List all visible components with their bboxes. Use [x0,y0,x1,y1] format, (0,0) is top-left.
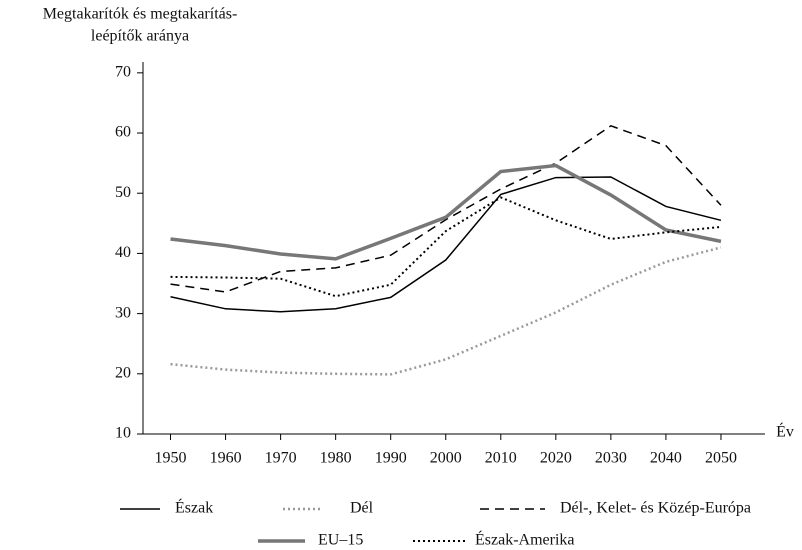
series-line [170,124,722,293]
x-tick-label: 2010 [485,450,517,467]
legend-label: EU–15 [318,532,363,549]
y-axis-label: leépítők aránya [91,28,189,45]
x-tick-label: 1950 [155,450,187,467]
y-axis-label: Megtakarítók és megtakarítás- [43,6,238,23]
series-line [170,176,722,313]
x-tick-label: 2040 [650,450,682,467]
series-line [170,196,722,298]
legend-label: Dél-, Kelet- és Közép-Európa [560,500,751,517]
y-tick-label: 20 [115,364,131,381]
x-axis-label: Év [776,422,794,441]
y-tick-label: 30 [115,304,131,321]
y-tick-label: 50 [115,184,131,201]
x-tick-label: 2000 [430,450,462,467]
x-tick-label: 2030 [595,450,627,467]
x-tick-label: 2020 [540,450,572,467]
y-tick-label: 70 [115,64,131,81]
legend-label: Észak-Amerika [475,530,575,549]
series-line [170,163,722,261]
y-tick-label: 60 [115,124,131,141]
x-tick-label: 1960 [210,450,242,467]
x-tick-label: 1970 [265,450,297,467]
legend-label: Dél [350,500,374,517]
x-tick-label: 1990 [375,450,407,467]
x-tick-label: 1980 [320,450,352,467]
x-tick-label: 2050 [705,450,737,467]
y-tick-label: 10 [115,425,131,442]
y-tick-label: 40 [115,244,131,261]
legend-label: Észak [175,498,213,517]
